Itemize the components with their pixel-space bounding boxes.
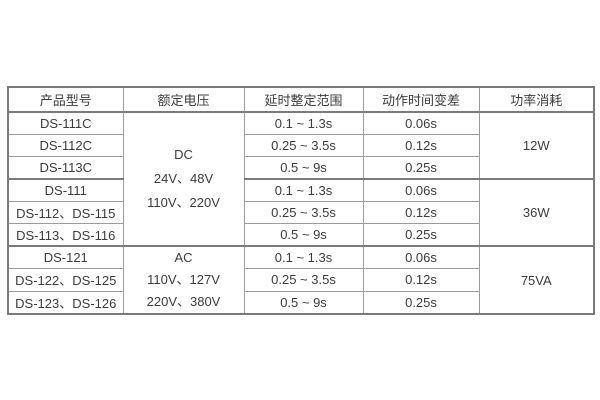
range-cell: 0.5 ~ 9s	[243, 223, 364, 247]
voltage-line: 110V、220V	[147, 195, 220, 210]
spec-table-container: 产品型号 额定电压 延时整定范围 动作时间变差 功率消耗 DS-111C DC …	[7, 86, 595, 315]
voltage-line: AC	[174, 250, 193, 265]
power-cell: 36W	[478, 178, 595, 247]
variation-cell: 0.06s	[362, 111, 480, 135]
variation-cell: 0.25s	[362, 156, 480, 180]
range-cell: 0.25 ~ 3.5s	[243, 201, 364, 224]
model-cell: DS-113、DS-116	[7, 223, 124, 247]
variation-cell: 0.25s	[362, 290, 480, 315]
variation-cell: 0.12s	[362, 268, 480, 292]
range-cell: 0.5 ~ 9s	[243, 290, 364, 315]
range-cell: 0.1 ~ 1.3s	[243, 245, 364, 270]
model-cell: DS-123、DS-126	[7, 290, 124, 315]
power-cell: 75VA	[478, 245, 595, 315]
model-cell: DS-111	[7, 178, 124, 202]
model-cell: DS-112、DS-115	[7, 201, 124, 224]
header-time-variation: 动作时间变差	[362, 86, 480, 113]
range-cell: 0.5 ~ 9s	[243, 156, 364, 180]
header-product-model: 产品型号	[7, 86, 124, 113]
voltage-cell-dc: DC 24V、48V 110V、220V	[122, 111, 245, 247]
table-row: DS-121 AC 110V、127V 220V、380V 0.1 ~ 1.3s…	[7, 245, 595, 315]
variation-cell: 0.06s	[362, 245, 480, 270]
variation-cell: 0.12s	[362, 201, 480, 224]
model-cell: DS-121	[7, 245, 124, 270]
model-cell: DS-122、DS-125	[7, 268, 124, 292]
power-cell: 12W	[478, 111, 595, 180]
variation-cell: 0.25s	[362, 223, 480, 247]
header-power-consumption: 功率消耗	[478, 86, 595, 113]
table-row: DS-122、DS-125 0.25 ~ 3.5s 0.12s	[7, 268, 594, 292]
voltage-line: DC	[174, 147, 193, 162]
voltage-line: 110V、127V	[147, 272, 220, 287]
table-row: DS-111 0.1 ~ 1.3s 0.06s 36W	[7, 178, 595, 247]
header-rated-voltage: 额定电压	[122, 86, 245, 113]
table-row: DS-112C 0.25 ~ 3.5s 0.12s	[7, 134, 594, 157]
table-row: DS-113C 0.5 ~ 9s 0.25s	[7, 156, 594, 180]
header-delay-range: 延时整定范围	[243, 86, 364, 113]
range-cell: 0.25 ~ 3.5s	[243, 134, 364, 157]
table-row: DS-123、DS-126 0.5 ~ 9s 0.25s	[7, 290, 594, 315]
relay-spec-table: 产品型号 额定电压 延时整定范围 动作时间变差 功率消耗 DS-111C DC …	[7, 86, 595, 315]
voltage-line: 220V、380V	[146, 294, 221, 309]
model-cell: DS-111C	[7, 111, 124, 135]
range-cell: 0.1 ~ 1.3s	[243, 178, 364, 202]
model-cell: DS-113C	[7, 156, 124, 180]
range-cell: 0.25 ~ 3.5s	[243, 268, 364, 292]
table-row: DS-111C DC 24V、48V 110V、220V 0.1 ~ 1.3s …	[7, 111, 595, 247]
variation-cell: 0.12s	[362, 134, 480, 157]
variation-cell: 0.06s	[362, 178, 480, 202]
voltage-line: 24V、48V	[153, 171, 214, 186]
header-row: 产品型号 额定电压 延时整定范围 动作时间变差 功率消耗	[7, 86, 595, 113]
range-cell: 0.1 ~ 1.3s	[243, 111, 364, 135]
model-cell: DS-112C	[7, 134, 124, 157]
voltage-cell-ac: AC 110V、127V 220V、380V	[122, 245, 245, 315]
table-row: DS-113、DS-116 0.5 ~ 9s 0.25s	[7, 223, 594, 247]
table-row: DS-112、DS-115 0.25 ~ 3.5s 0.12s	[7, 201, 594, 224]
